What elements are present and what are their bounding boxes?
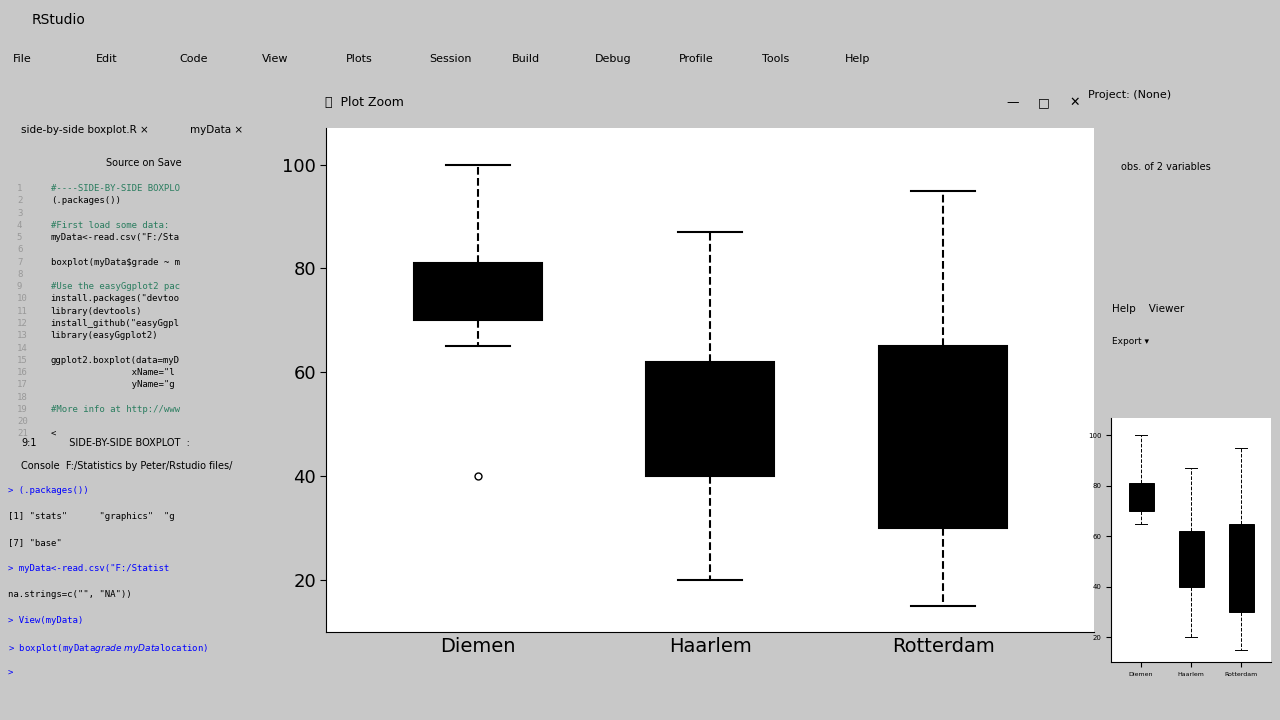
Text: Source on Save: Source on Save [106,158,182,168]
Text: > (.packages()): > (.packages()) [9,485,90,495]
Text: side-by-side boxplot.R ×: side-by-side boxplot.R × [22,125,148,135]
Text: Export ▾: Export ▾ [1112,337,1149,346]
Text: 2: 2 [17,197,22,205]
Text: Build: Build [512,54,540,64]
Text: install_github("easyGgpl: install_github("easyGgpl [51,319,179,328]
Text: library(devtools): library(devtools) [51,307,142,316]
Text: 17: 17 [17,380,28,390]
Text: myData ×: myData × [191,125,243,135]
Text: □: □ [1038,96,1050,109]
Text: #More info at http://www: #More info at http://www [51,405,179,414]
Text: Console  F:/Statistics by Peter/Rstudio files/: Console F:/Statistics by Peter/Rstudio f… [22,462,233,471]
Text: RStudio: RStudio [32,13,86,27]
Text: 20: 20 [17,417,28,426]
Text: [1] "stats"      "graphics"  "g: [1] "stats" "graphics" "g [9,512,175,521]
Text: install.packages("devtoo: install.packages("devtoo [51,294,179,304]
Text: 7: 7 [17,258,22,266]
Text: (.packages()): (.packages()) [51,197,120,205]
Text: 11: 11 [17,307,28,316]
Text: 9: 9 [17,282,22,291]
Text: ✕: ✕ [1069,96,1080,109]
Text: <: < [51,429,56,438]
Text: 21: 21 [17,429,28,438]
Text: myData<-read.csv("F:/Sta: myData<-read.csv("F:/Sta [51,233,179,242]
Text: [7] "base": [7] "base" [9,538,63,546]
PathPatch shape [1179,531,1203,587]
PathPatch shape [879,346,1007,528]
Text: Tools: Tools [762,54,788,64]
Text: SIDE-BY-SIDE BOXPLOT  :: SIDE-BY-SIDE BOXPLOT : [64,438,191,448]
Text: Code: Code [179,54,207,64]
Text: yName="g: yName="g [51,380,174,390]
Text: 9:1: 9:1 [22,438,37,448]
Text: Edit: Edit [96,54,118,64]
Text: 18: 18 [17,392,28,402]
Text: obs. of 2 variables: obs. of 2 variables [1121,162,1211,172]
Text: 3: 3 [17,209,22,217]
Text: > View(myData): > View(myData) [9,616,83,625]
Text: 📊  Plot Zoom: 📊 Plot Zoom [325,96,404,109]
Text: 5: 5 [17,233,22,242]
Text: 6: 6 [17,246,22,254]
Text: Help    Viewer: Help Viewer [1112,305,1184,315]
Text: 16: 16 [17,368,28,377]
PathPatch shape [1129,483,1153,511]
PathPatch shape [413,264,541,320]
Text: Plots: Plots [346,54,372,64]
Text: 4: 4 [17,221,22,230]
Text: Debug: Debug [595,54,632,64]
Text: Session: Session [429,54,471,64]
PathPatch shape [646,362,774,477]
Text: File: File [13,54,32,64]
Text: xName="l: xName="l [51,368,174,377]
PathPatch shape [1229,523,1253,612]
Text: —: — [1006,96,1019,109]
Text: View: View [262,54,289,64]
Text: 13: 13 [17,331,28,341]
Text: ggplot2.boxplot(data=myD: ggplot2.boxplot(data=myD [51,356,179,365]
Text: 19: 19 [17,405,28,414]
Text: 14: 14 [17,343,28,353]
Text: >: > [9,668,19,678]
Text: #Use the easyGgplot2 pac: #Use the easyGgplot2 pac [51,282,179,291]
Text: > myData<-read.csv("F:/Statist: > myData<-read.csv("F:/Statist [9,564,170,573]
Text: na.strings=c("", "NA")): na.strings=c("", "NA")) [9,590,132,599]
Text: 10: 10 [17,294,28,304]
Text: 15: 15 [17,356,28,365]
Text: 1: 1 [17,184,22,193]
Text: #----SIDE-BY-SIDE BOXPLO: #----SIDE-BY-SIDE BOXPLO [51,184,179,193]
Text: 12: 12 [17,319,28,328]
Text: Project: (None): Project: (None) [1088,90,1171,99]
Text: Help: Help [845,54,870,64]
Text: Profile: Profile [678,54,713,64]
Text: boxplot(myData$grade ~ m: boxplot(myData$grade ~ m [51,258,179,266]
Text: 8: 8 [17,270,22,279]
Text: library(easyGgplot2): library(easyGgplot2) [51,331,159,341]
Text: #First load some data:: #First load some data: [51,221,169,230]
Text: > boxplot(myData$grade ~ myData$location): > boxplot(myData$grade ~ myData$location… [9,642,209,655]
